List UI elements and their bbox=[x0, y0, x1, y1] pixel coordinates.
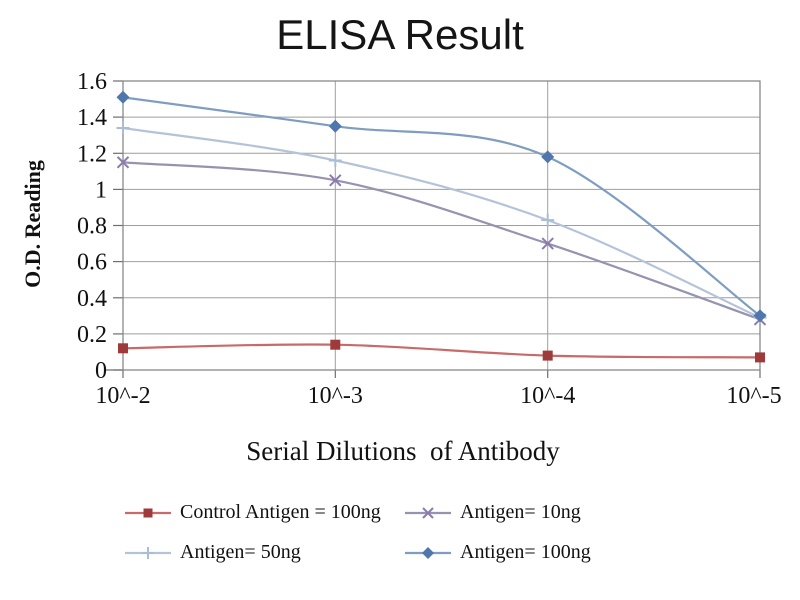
legend-label: Antigen= 50ng bbox=[180, 541, 301, 563]
square-marker bbox=[143, 508, 153, 517]
y-tick-label: 1.2 bbox=[77, 141, 107, 167]
x-marker bbox=[541, 237, 554, 250]
legend-key-diamond-icon bbox=[405, 546, 451, 559]
y-axis-label: O.D. Reading bbox=[20, 160, 45, 288]
square-marker bbox=[330, 339, 341, 350]
legend-item: Control Antigen = 100ng bbox=[125, 501, 405, 524]
legend-key-x-icon bbox=[405, 506, 451, 519]
series-line bbox=[122, 96, 761, 317]
square-marker bbox=[542, 350, 553, 361]
diamond-marker bbox=[328, 119, 342, 133]
series-line bbox=[122, 343, 761, 359]
series-line bbox=[122, 161, 761, 321]
series-line bbox=[122, 126, 761, 319]
x-tick-label: 10^-5 bbox=[726, 383, 781, 409]
x-tick-label: 10^-4 bbox=[520, 383, 575, 409]
plot-border bbox=[122, 80, 761, 371]
x-marker bbox=[116, 156, 130, 169]
x-axis-label: Serial Dilutions of Antibody bbox=[246, 436, 560, 466]
y-tick-label: 0.6 bbox=[77, 250, 107, 276]
square-marker bbox=[755, 352, 765, 363]
y-tick-label: 0 bbox=[95, 358, 107, 384]
y-tick-label: 0.2 bbox=[77, 322, 107, 348]
square-marker bbox=[118, 343, 128, 354]
y-tick-label: 1 bbox=[95, 177, 107, 203]
x-tick-label: 10^-3 bbox=[308, 383, 363, 409]
diamond-marker bbox=[422, 546, 434, 559]
y-tick-label: 1.6 bbox=[77, 69, 107, 95]
legend-item: Antigen= 100ng bbox=[405, 541, 591, 564]
x-marker bbox=[422, 506, 434, 519]
y-tick-label: 0.4 bbox=[77, 286, 107, 312]
x-tick-label: 10^-2 bbox=[95, 383, 150, 409]
legend: Control Antigen = 100ng Antigen= 10ng Anti… bbox=[125, 501, 591, 564]
diamond-marker bbox=[541, 150, 555, 164]
legend-label: Antigen= 100ng bbox=[460, 541, 591, 563]
diamond-marker bbox=[116, 90, 130, 104]
legend-item: Antigen= 10ng bbox=[405, 501, 591, 524]
legend-key-square-icon bbox=[125, 508, 171, 517]
diamond-marker bbox=[753, 309, 767, 323]
x-marker bbox=[329, 174, 342, 187]
legend-item: Antigen= 50ng bbox=[125, 541, 405, 564]
y-tick-label: 1.4 bbox=[77, 105, 107, 131]
chart-title: ELISA Result bbox=[276, 11, 524, 58]
legend-key-plus-icon bbox=[125, 546, 171, 559]
y-tick-label: 0.8 bbox=[77, 214, 107, 240]
legend-label: Antigen= 10ng bbox=[460, 501, 581, 523]
legend-label: Control Antigen = 100ng bbox=[180, 501, 381, 523]
